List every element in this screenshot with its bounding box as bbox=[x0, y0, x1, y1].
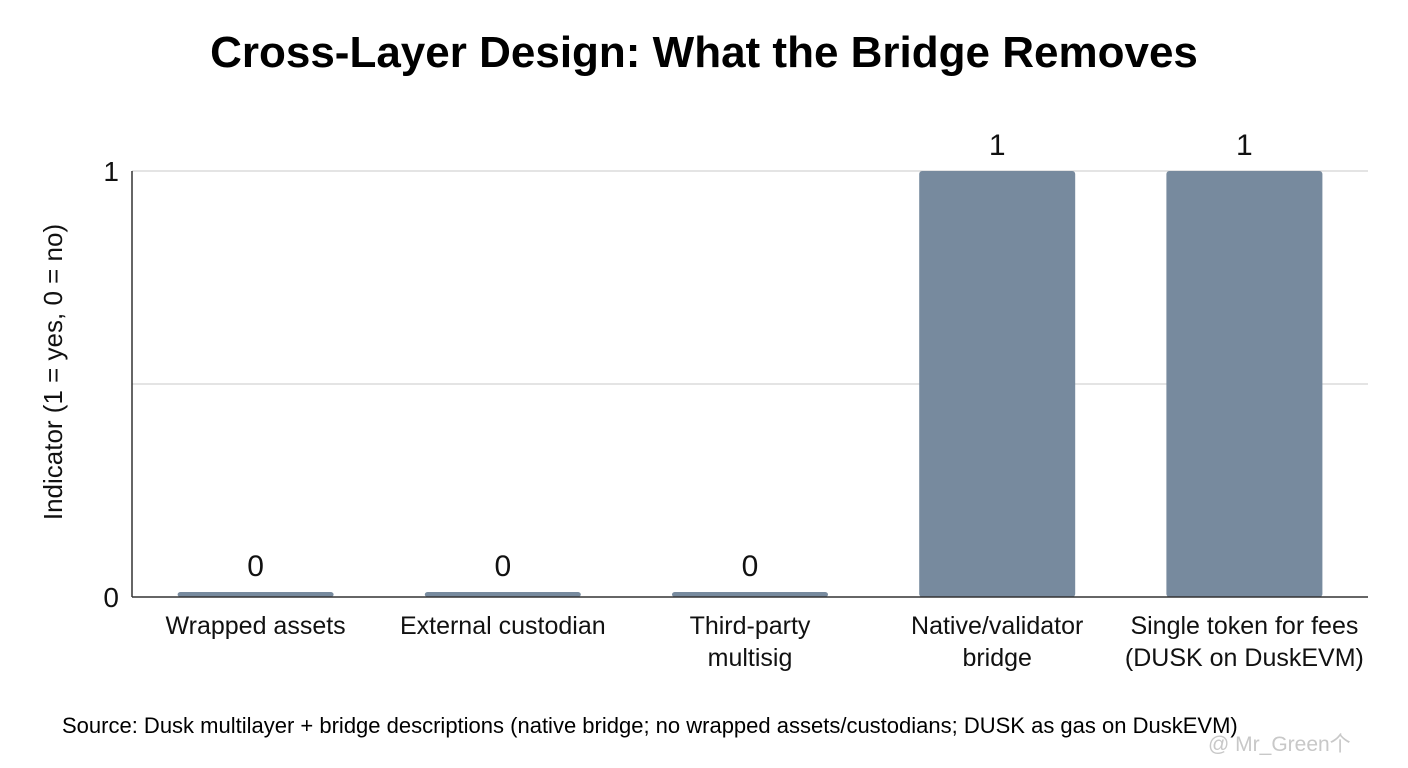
bars bbox=[177, 171, 1323, 597]
data-label-3: 1 bbox=[989, 129, 1006, 162]
y-tick-label-1: 1 bbox=[103, 156, 119, 187]
axes bbox=[131, 171, 1368, 598]
x-tick-label-1-0: External custodian bbox=[400, 612, 606, 640]
data-label-2: 0 bbox=[742, 550, 759, 583]
x-tick-label-3-1: bridge bbox=[962, 644, 1032, 672]
x-tick-label-2-1: multisig bbox=[708, 644, 793, 672]
y-tick-label-0: 0 bbox=[103, 582, 119, 613]
x-tick-labels: Wrapped assets External custodian Third-pa… bbox=[165, 612, 1363, 672]
watermark-text: @ Mr_Green个 bbox=[1208, 733, 1351, 756]
x-tick-label-2-0: Third-party bbox=[690, 612, 811, 640]
y-axis-label: Indicator (1 = yes, 0 = no) bbox=[38, 224, 68, 520]
source-note: Source: Dusk multilayer + bridge descrip… bbox=[62, 713, 1238, 738]
x-tick-label-4-1: (DUSK on DuskEVM) bbox=[1125, 644, 1364, 672]
y-tick-labels: 01 bbox=[103, 156, 119, 613]
data-label-4: 1 bbox=[1236, 129, 1253, 162]
data-label-1: 0 bbox=[494, 550, 511, 583]
bar-2 bbox=[672, 592, 828, 597]
x-tick-label-4-0: Single token for fees bbox=[1130, 612, 1358, 640]
bar-4 bbox=[1166, 171, 1323, 597]
bar-0 bbox=[177, 592, 334, 597]
data-label-0: 0 bbox=[247, 550, 264, 583]
bar-1 bbox=[424, 592, 581, 597]
x-tick-label-3-0: Native/validator bbox=[911, 612, 1083, 640]
chart-title: Cross-Layer Design: What the Bridge Remo… bbox=[210, 28, 1198, 77]
x-tick-label-0-0: Wrapped assets bbox=[165, 612, 345, 640]
bar-3 bbox=[919, 171, 1076, 597]
gridlines bbox=[132, 170, 1368, 385]
data-labels: 0 0 0 1 1 bbox=[247, 129, 1252, 583]
